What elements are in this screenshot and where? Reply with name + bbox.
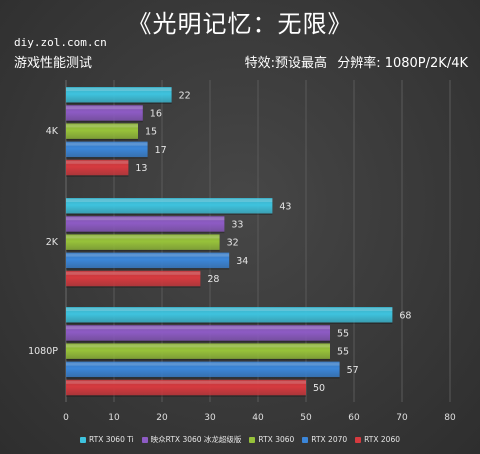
legend-item: RTX 3060 [249, 435, 294, 444]
x-tick-label: 60 [348, 413, 360, 423]
data-label: 32 [227, 238, 239, 249]
data-label: 34 [236, 256, 248, 267]
bar-highlight [66, 326, 330, 330]
legend-label: 映众RTX 3060 冰龙超级版 [150, 435, 242, 444]
bar-highlight [66, 124, 138, 128]
effect-setting: 特效:预设最高 [244, 56, 328, 71]
bar [66, 325, 330, 341]
bar [66, 270, 201, 287]
legend-item: RTX 2060 [355, 435, 400, 444]
legend-label: RTX 2060 [364, 435, 400, 444]
data-label: 33 [231, 219, 243, 230]
data-label: 15 [145, 127, 157, 138]
legend-swatch [141, 437, 148, 443]
bar [66, 361, 340, 378]
bar [66, 234, 220, 250]
legend-label: RTX 3060 [258, 435, 295, 444]
legend-label: RTX 2070 [311, 435, 348, 444]
bar [66, 216, 225, 232]
bar [66, 141, 148, 158]
legend-swatch [249, 437, 256, 443]
bar-highlight [66, 380, 306, 384]
x-tick-label: 20 [156, 413, 168, 423]
x-tick-label: 40 [252, 413, 264, 423]
bar-highlight [66, 88, 172, 91]
source-url: diy.zol.com.cn [14, 36, 107, 49]
chart-legend: RTX 3060 Ti 映众RTX 3060 冰龙超级版 RTX 3060 RTX 2… [0, 434, 480, 445]
data-label: 17 [155, 145, 167, 156]
category-label: 4K [46, 126, 59, 137]
bar [66, 198, 273, 214]
x-tick-label: 0 [63, 413, 69, 423]
legend-swatch [302, 437, 309, 443]
category-label: 1080P [28, 346, 58, 357]
data-label: 28 [207, 274, 219, 285]
bar-highlight [66, 217, 225, 221]
legend-swatch [79, 437, 86, 443]
category-label: 2K [46, 237, 59, 248]
bar [66, 159, 129, 176]
bar-highlight [66, 106, 143, 110]
data-label: 55 [337, 347, 349, 358]
chart-title: 《光明记忆：无限》 [127, 10, 353, 38]
bar-highlight [66, 235, 220, 239]
data-label: 13 [135, 163, 147, 174]
data-label: 16 [150, 108, 162, 119]
settings-subtitle: 特效:预设最高 分辨率: 1080P/2K/4K [239, 52, 468, 71]
test-subtitle: 游戏性能测试 [14, 56, 93, 71]
legend-label: RTX 3060 Ti [88, 435, 134, 444]
x-tick-label: 50 [300, 413, 312, 423]
bar [66, 379, 306, 396]
bar-highlight [66, 160, 129, 164]
bar-highlight [66, 344, 330, 348]
bar-highlight [66, 362, 340, 366]
data-label: 50 [313, 383, 325, 394]
legend-item: RTX 2070 [302, 435, 347, 444]
data-label: 55 [337, 328, 349, 339]
data-label: 43 [279, 201, 291, 212]
legend-item: RTX 3060 Ti [79, 435, 134, 444]
data-label: 68 [399, 310, 411, 321]
bar [66, 105, 143, 121]
data-label: 22 [179, 90, 191, 101]
bar [66, 252, 230, 269]
bar-highlight [66, 199, 273, 202]
bar-highlight [66, 253, 230, 257]
data-label: 57 [347, 365, 359, 376]
resolution-setting: 分辨率: 1080P/2K/4K [337, 56, 468, 71]
x-tick-label: 30 [204, 413, 216, 423]
x-tick-label: 10 [108, 413, 120, 423]
bar-highlight [66, 142, 148, 146]
bar [66, 87, 172, 103]
bar [66, 307, 393, 323]
x-tick-label: 80 [444, 413, 456, 423]
bar [66, 123, 138, 139]
bar [66, 343, 330, 359]
x-tick-label: 70 [396, 413, 408, 423]
legend-swatch [355, 437, 362, 443]
legend-item: 映众RTX 3060 冰龙超级版 [141, 434, 242, 445]
bar-highlight [66, 308, 393, 311]
bar-highlight [66, 271, 201, 275]
